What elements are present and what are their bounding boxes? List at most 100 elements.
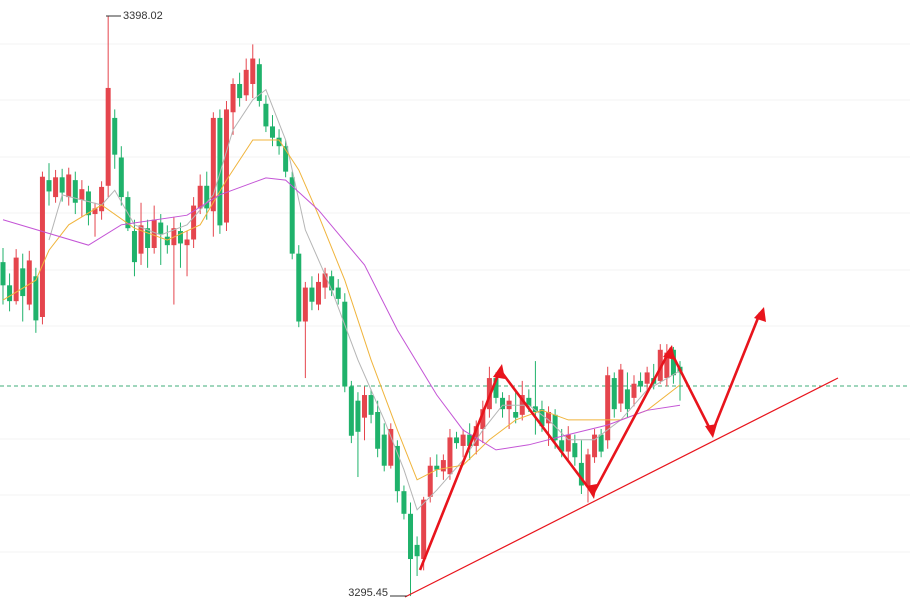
candle-body [138, 225, 144, 254]
candle-body [269, 126, 275, 138]
candle-body [546, 411, 552, 424]
candle-body [539, 409, 545, 427]
candle-body [276, 137, 282, 147]
candle-body [414, 544, 420, 557]
candle-body [631, 383, 637, 398]
candle-body [355, 400, 361, 432]
candle-body [348, 386, 354, 436]
candle-body [237, 83, 243, 99]
candle-body [526, 397, 532, 407]
candle-body [394, 445, 400, 492]
candle-body [184, 239, 190, 246]
candle-body [322, 273, 328, 288]
candle-body [421, 499, 427, 560]
low-label: 3295.45 [348, 587, 388, 599]
candle-body [230, 83, 236, 113]
candle-body [289, 177, 295, 254]
candle-body [440, 460, 446, 472]
candle-body [191, 205, 197, 240]
arrow-head [586, 484, 597, 499]
candle-body [657, 349, 663, 381]
candle-body [572, 443, 578, 458]
drawings [404, 307, 839, 598]
candle-body [46, 180, 52, 192]
candle-body [605, 375, 611, 441]
moving-average [2, 139, 681, 481]
candle-body [250, 58, 256, 84]
candle-body [447, 437, 453, 475]
candle-body [223, 109, 229, 223]
candle-body [362, 395, 368, 418]
candle-body [480, 409, 486, 429]
candle-body [164, 236, 170, 246]
candle-body [500, 397, 506, 410]
candle-body [158, 222, 164, 234]
candle-body [204, 185, 210, 209]
candle-body [644, 372, 650, 384]
candle-body [131, 231, 137, 263]
candle-body [473, 426, 479, 446]
candle-body [197, 185, 203, 209]
candle-body [388, 428, 394, 466]
candle-body [559, 440, 565, 452]
candle-body [329, 276, 335, 291]
arrow-head [493, 364, 505, 379]
candle-body [467, 434, 473, 446]
candle-body [39, 176, 45, 317]
candle-body [624, 389, 630, 410]
candle-body [335, 287, 341, 299]
candle-body [256, 64, 262, 101]
extreme-labels: 3398.02 3295.45 [106, 10, 407, 599]
candle-body [210, 117, 216, 212]
candle-body [66, 174, 72, 198]
arrow-head [663, 345, 675, 360]
candle-body [638, 380, 644, 387]
candle-body [592, 434, 598, 458]
candle-body [381, 434, 387, 466]
trend-line [404, 377, 839, 598]
candle-body [263, 103, 269, 127]
candle-body [13, 257, 19, 302]
candle-body [145, 228, 151, 248]
candle-body [611, 378, 617, 410]
moving-average [2, 177, 681, 451]
candle-body [20, 268, 26, 297]
candle-body [59, 177, 65, 193]
candle-body [315, 281, 321, 305]
candle-body [460, 434, 466, 446]
candle-body [309, 287, 315, 302]
candle-body [427, 465, 433, 497]
candle-body [618, 369, 624, 404]
background-grid [0, 43, 910, 553]
candle-body [434, 465, 440, 470]
candle-body [99, 186, 105, 212]
candle-body [243, 69, 249, 96]
candle-body [532, 406, 538, 412]
candle-body [368, 395, 374, 415]
candle-body [454, 437, 460, 444]
candle-body [296, 253, 302, 322]
candle-body [283, 146, 289, 172]
zigzag-arrows [418, 312, 762, 571]
candle-body [585, 454, 591, 486]
candle-body [72, 180, 78, 203]
candle-body [92, 208, 98, 215]
arrow-head [705, 424, 717, 438]
candle-body [177, 231, 183, 244]
candle-body [53, 177, 59, 198]
candle-body [112, 117, 118, 155]
candle-body [302, 287, 308, 322]
candle-body [552, 414, 558, 441]
candle-body [565, 434, 571, 452]
candle-body [33, 276, 39, 321]
candle-body [342, 301, 348, 387]
candle-body [79, 189, 85, 200]
candle-body [85, 191, 91, 216]
plot-area [0, 16, 910, 597]
candle-body [105, 87, 111, 186]
candle-body [408, 513, 414, 560]
candle-body [375, 411, 381, 449]
candle-body [401, 491, 407, 514]
candle-body [578, 462, 584, 486]
